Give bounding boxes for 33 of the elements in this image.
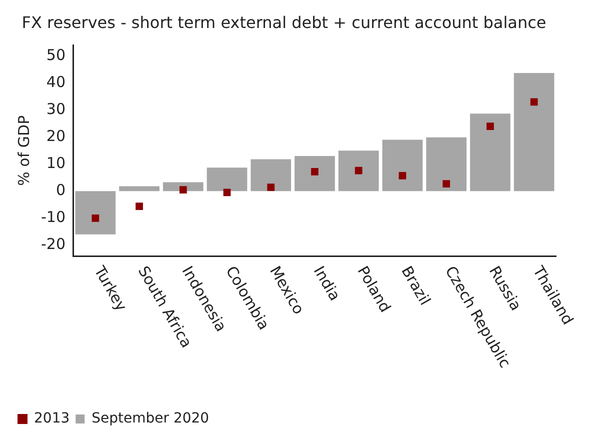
y-tick-label: 20 [46, 126, 66, 145]
legend-label: 2013 [34, 410, 70, 427]
bar [250, 159, 292, 192]
y-axis-title: % of GDP [14, 115, 33, 186]
chart-title: FX reserves - short term external debt + current account balance [22, 12, 546, 32]
bar [470, 114, 510, 192]
y-tick-label: 50 [46, 46, 66, 64]
point [267, 184, 275, 192]
y-tick-label: 40 [46, 72, 66, 91]
point [354, 166, 362, 174]
point [223, 188, 231, 196]
bar [382, 140, 423, 192]
bar [514, 73, 554, 192]
bar [206, 168, 248, 192]
point [530, 98, 538, 106]
point [311, 168, 318, 176]
bar [294, 156, 335, 192]
point [442, 180, 450, 188]
bar [338, 150, 379, 192]
point [179, 186, 187, 194]
point [398, 172, 406, 180]
y-tick-label: 0 [56, 181, 66, 200]
bar [119, 186, 160, 192]
point [136, 202, 143, 210]
bar [75, 191, 116, 234]
point [92, 214, 100, 222]
legend-label: September 2020 [92, 410, 210, 427]
point [486, 122, 494, 130]
y-tick-label: 10 [46, 154, 66, 172]
bar [426, 137, 467, 192]
y-tick-label: -20 [41, 235, 66, 254]
y-tick-label: 30 [46, 100, 66, 118]
y-tick-label: -10 [41, 208, 66, 226]
